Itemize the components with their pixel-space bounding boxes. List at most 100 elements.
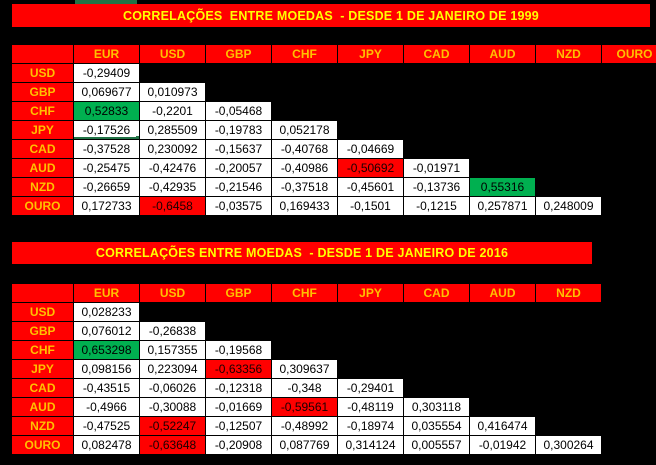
empty-cell-usd-cad[interactable] xyxy=(404,303,469,321)
empty-cell-chf-ouro[interactable] xyxy=(602,102,656,120)
empty-cell-usd-usd[interactable] xyxy=(140,303,205,321)
empty-cell-usd-chf[interactable] xyxy=(272,64,337,82)
row-header-cad[interactable]: CAD xyxy=(12,140,73,158)
empty-cell-usd-ouro[interactable] xyxy=(602,64,656,82)
empty-cell-gbp-jpy[interactable] xyxy=(338,83,403,101)
column-header-chf[interactable]: CHF xyxy=(272,45,337,63)
column-header-ouro[interactable]: OURO xyxy=(602,45,656,63)
empty-cell-gbp-gbp[interactable] xyxy=(206,322,271,340)
empty-cell-gbp-ouro[interactable] xyxy=(602,83,656,101)
empty-cell-gbp-aud[interactable] xyxy=(470,83,535,101)
cell-nzd-chf[interactable]: -0,37518 xyxy=(272,178,337,196)
empty-cell-gbp-nzd[interactable] xyxy=(536,83,601,101)
empty-cell-cad-cad[interactable] xyxy=(404,379,469,397)
empty-cell-usd-gbp[interactable] xyxy=(206,64,271,82)
row-header-cad[interactable]: CAD xyxy=(12,379,73,397)
empty-cell-jpy-cad[interactable] xyxy=(404,121,469,139)
cell-aud-eur[interactable]: -0,4966 xyxy=(74,398,139,416)
cell-nzd-aud[interactable]: 0,55316 xyxy=(470,178,535,196)
cell-jpy-eur[interactable]: -0,17526 xyxy=(74,121,139,139)
cell-nzd-usd[interactable]: -0,52247 xyxy=(140,417,205,435)
cell-ouro-jpy[interactable]: -0,1501 xyxy=(338,197,403,215)
cell-aud-jpy[interactable]: -0,48119 xyxy=(338,398,403,416)
cell-aud-cad[interactable]: 0,303118 xyxy=(404,398,469,416)
empty-cell-chf-cad[interactable] xyxy=(404,341,469,359)
column-header-cad[interactable]: CAD xyxy=(404,284,469,302)
empty-cell-chf-cad[interactable] xyxy=(404,102,469,120)
cell-aud-cad[interactable]: -0,01971 xyxy=(404,159,469,177)
empty-cell-usd-jpy[interactable] xyxy=(338,303,403,321)
cell-gbp-eur[interactable]: 0,069677 xyxy=(74,83,139,101)
cell-cad-jpy[interactable]: -0,29401 xyxy=(338,379,403,397)
empty-cell-cad-cad[interactable] xyxy=(404,140,469,158)
column-header-gbp[interactable]: GBP xyxy=(206,45,271,63)
empty-cell-chf-nzd[interactable] xyxy=(536,341,601,359)
column-header-aud[interactable]: AUD xyxy=(470,45,535,63)
empty-cell-usd-nzd[interactable] xyxy=(536,64,601,82)
row-header-chf[interactable]: CHF xyxy=(12,341,73,359)
empty-cell-jpy-jpy[interactable] xyxy=(338,121,403,139)
empty-cell-gbp-aud[interactable] xyxy=(470,322,535,340)
cell-chf-gbp[interactable]: -0,19568 xyxy=(206,341,271,359)
empty-cell-jpy-nzd[interactable] xyxy=(536,360,601,378)
cell-chf-eur[interactable]: 0,653298 xyxy=(74,341,139,359)
empty-cell-cad-ouro[interactable] xyxy=(602,140,656,158)
cell-aud-chf[interactable]: -0,40986 xyxy=(272,159,337,177)
column-header-usd[interactable]: USD xyxy=(140,284,205,302)
empty-cell-cad-aud[interactable] xyxy=(470,379,535,397)
empty-cell-jpy-jpy[interactable] xyxy=(338,360,403,378)
cell-cad-usd[interactable]: -0,06026 xyxy=(140,379,205,397)
row-header-aud[interactable]: AUD xyxy=(12,159,73,177)
row-header-aud[interactable]: AUD xyxy=(12,398,73,416)
row-header-ouro[interactable]: OURO xyxy=(12,197,73,215)
cell-gbp-usd[interactable]: 0,010973 xyxy=(140,83,205,101)
empty-cell-chf-chf[interactable] xyxy=(272,102,337,120)
empty-cell-ouro-ouro[interactable] xyxy=(602,197,656,215)
cell-ouro-aud[interactable]: 0,257871 xyxy=(470,197,535,215)
cell-cad-gbp[interactable]: -0,12318 xyxy=(206,379,271,397)
column-header-eur[interactable]: EUR xyxy=(74,45,139,63)
cell-ouro-chf[interactable]: 0,087769 xyxy=(272,436,337,454)
cell-gbp-usd[interactable]: -0,26838 xyxy=(140,322,205,340)
empty-cell-usd-chf[interactable] xyxy=(272,303,337,321)
column-header-usd[interactable]: USD xyxy=(140,45,205,63)
row-header-nzd[interactable]: NZD xyxy=(12,417,73,435)
cell-chf-usd[interactable]: -0,2201 xyxy=(140,102,205,120)
column-header-jpy[interactable]: JPY xyxy=(338,284,403,302)
empty-cell-usd-aud[interactable] xyxy=(470,303,535,321)
empty-cell-chf-jpy[interactable] xyxy=(338,341,403,359)
empty-cell-usd-cad[interactable] xyxy=(404,64,469,82)
cell-cad-usd[interactable]: 0,230092 xyxy=(140,140,205,158)
empty-cell-chf-aud[interactable] xyxy=(470,341,535,359)
cell-cad-chf[interactable]: -0,40768 xyxy=(272,140,337,158)
cell-jpy-usd[interactable]: 0,285509 xyxy=(140,121,205,139)
cell-aud-gbp[interactable]: -0,20057 xyxy=(206,159,271,177)
cell-jpy-gbp[interactable]: -0,19783 xyxy=(206,121,271,139)
cell-aud-eur[interactable]: -0,25475 xyxy=(74,159,139,177)
cell-jpy-chf[interactable]: 0,309637 xyxy=(272,360,337,378)
cell-aud-gbp[interactable]: -0,01669 xyxy=(206,398,271,416)
empty-cell-usd-jpy[interactable] xyxy=(338,64,403,82)
corner-cell[interactable] xyxy=(12,45,73,63)
cell-nzd-usd[interactable]: -0,42935 xyxy=(140,178,205,196)
cell-ouro-eur[interactable]: 0,082478 xyxy=(74,436,139,454)
empty-cell-chf-nzd[interactable] xyxy=(536,102,601,120)
cell-chf-gbp[interactable]: -0,05468 xyxy=(206,102,271,120)
empty-cell-gbp-nzd[interactable] xyxy=(536,322,601,340)
empty-cell-cad-nzd[interactable] xyxy=(536,140,601,158)
empty-cell-aud-nzd[interactable] xyxy=(536,159,601,177)
table-title-1999[interactable]: CORRELAÇÕES ENTRE MOEDAS - DESDE 1 DE JA… xyxy=(12,4,650,27)
row-header-chf[interactable]: CHF xyxy=(12,102,73,120)
cell-cad-eur[interactable]: -0,43515 xyxy=(74,379,139,397)
cell-jpy-chf[interactable]: 0,052178 xyxy=(272,121,337,139)
cell-aud-chf[interactable]: -0,59561 xyxy=(272,398,337,416)
column-header-nzd[interactable]: NZD xyxy=(536,45,601,63)
cell-ouro-cad[interactable]: -0,1215 xyxy=(404,197,469,215)
cell-jpy-usd[interactable]: 0,223094 xyxy=(140,360,205,378)
empty-cell-nzd-nzd[interactable] xyxy=(536,178,601,196)
empty-cell-gbp-cad[interactable] xyxy=(404,83,469,101)
row-header-jpy[interactable]: JPY xyxy=(12,360,73,378)
table-title-2016[interactable]: CORRELAÇÕES ENTRE MOEDAS - DESDE 1 DE JA… xyxy=(12,242,592,264)
empty-cell-aud-aud[interactable] xyxy=(470,398,535,416)
empty-cell-gbp-gbp[interactable] xyxy=(206,83,271,101)
